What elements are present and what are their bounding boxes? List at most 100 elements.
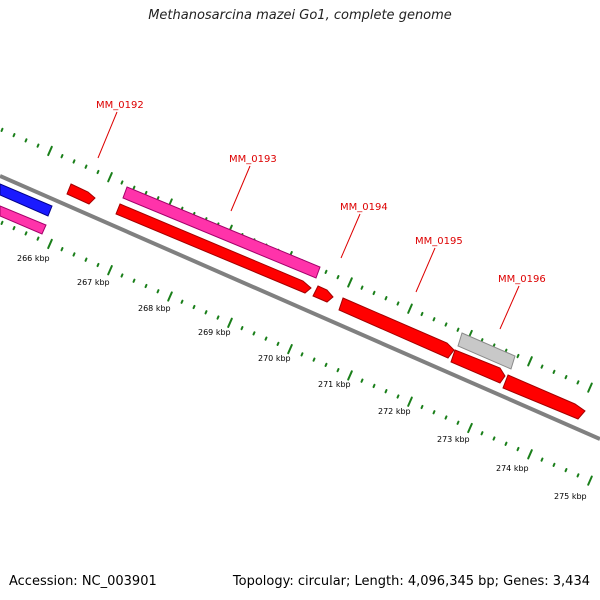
- minor-tick: [360, 285, 364, 290]
- minor-tick: [60, 154, 64, 159]
- minor-tick: [420, 311, 424, 317]
- gene-feature-mm0193[interactable]: [122, 186, 321, 279]
- minor-tick: [576, 380, 580, 385]
- genome-title: Methanosarcina mazei Go1, complete genom…: [148, 8, 452, 23]
- gene-label-mm0194: MM_0194: [340, 202, 388, 213]
- minor-tick: [204, 310, 208, 315]
- gene-feature-magenta-left[interactable]: [0, 205, 47, 235]
- kbp-label-269: 269 kbp: [198, 328, 231, 337]
- minor-tick: [396, 301, 400, 306]
- minor-tick: [252, 331, 256, 336]
- major-tick: [347, 277, 353, 288]
- minor-tick: [516, 353, 520, 359]
- minor-tick: [132, 185, 136, 190]
- major-tick: [587, 475, 593, 486]
- major-tick: [227, 317, 233, 328]
- minor-tick: [552, 462, 556, 467]
- lower-tick-row: [0, 220, 593, 486]
- minor-tick: [384, 296, 388, 301]
- minor-tick: [240, 325, 244, 331]
- minor-tick: [60, 247, 64, 252]
- kbp-label-274: 274 kbp: [496, 464, 529, 473]
- genome-backbone: [0, 174, 600, 441]
- minor-tick: [144, 283, 148, 289]
- gene-feature-red-long[interactable]: [115, 203, 312, 294]
- kbp-label-267: 267 kbp: [77, 278, 110, 287]
- kbp-label-271: 271 kbp: [318, 380, 351, 389]
- kbp-label-272: 272 kbp: [378, 407, 411, 416]
- minor-tick: [540, 364, 544, 369]
- genome-summary-text: Topology: circular; Length: 4,096,345 bp…: [232, 574, 590, 589]
- minor-tick: [324, 362, 328, 367]
- major-tick: [167, 291, 173, 302]
- gene-feature-mm0194[interactable]: [312, 285, 334, 303]
- major-tick: [587, 382, 593, 393]
- minor-tick: [564, 375, 568, 380]
- major-tick: [47, 238, 53, 250]
- label-leaders: [97, 111, 520, 330]
- minor-tick: [336, 368, 340, 373]
- minor-tick: [324, 269, 328, 274]
- minor-tick: [516, 446, 520, 452]
- minor-tick: [312, 357, 316, 362]
- gene-feature-red-b[interactable]: [450, 349, 506, 384]
- minor-tick: [444, 322, 448, 327]
- minor-tick: [420, 404, 424, 410]
- major-tick: [407, 396, 413, 407]
- minor-tick: [12, 226, 16, 231]
- gene-feature-mm0192[interactable]: [66, 183, 96, 205]
- kbp-label-268: 268 kbp: [138, 304, 171, 313]
- minor-tick: [480, 431, 484, 436]
- minor-tick: [156, 196, 160, 201]
- minor-tick: [24, 231, 28, 236]
- minor-tick: [0, 220, 4, 225]
- minor-tick: [264, 336, 268, 341]
- minor-tick: [12, 133, 16, 138]
- minor-tick: [372, 383, 376, 389]
- minor-tick: [456, 327, 460, 332]
- minor-tick: [444, 415, 448, 420]
- minor-tick: [180, 299, 184, 304]
- minor-tick: [96, 169, 100, 175]
- gene-feature-mm0196[interactable]: [457, 332, 516, 370]
- minor-tick: [360, 378, 364, 383]
- minor-tick: [576, 473, 580, 478]
- gene-feature-mm0195[interactable]: [338, 297, 455, 359]
- leader-mm0194: [340, 213, 361, 259]
- minor-tick: [84, 164, 88, 169]
- minor-tick: [24, 138, 28, 143]
- minor-tick: [564, 468, 568, 473]
- minor-tick: [276, 341, 280, 346]
- minor-tick: [432, 410, 436, 415]
- gene-feature-red-c[interactable]: [502, 374, 586, 420]
- minor-tick: [300, 352, 304, 357]
- major-tick: [527, 449, 533, 460]
- gene-label-mm0193: MM_0193: [229, 154, 277, 165]
- minor-tick: [540, 457, 544, 462]
- minor-tick: [384, 389, 388, 394]
- minor-tick: [132, 278, 136, 283]
- minor-tick: [72, 252, 76, 257]
- kbp-label-275: 275 kbp: [554, 492, 587, 501]
- minor-tick: [36, 143, 40, 148]
- gene-feature-blue[interactable]: [0, 183, 53, 217]
- leader-mm0196: [499, 285, 520, 330]
- upper-tick-row: [0, 127, 593, 393]
- minor-tick: [84, 257, 88, 262]
- minor-tick: [120, 273, 124, 278]
- minor-tick: [492, 436, 496, 441]
- minor-tick: [36, 236, 40, 241]
- major-tick: [527, 356, 533, 367]
- leader-mm0195: [415, 247, 436, 293]
- minor-tick: [96, 262, 100, 268]
- kbp-label-266: 266 kbp: [17, 254, 50, 263]
- kbp-label-270: 270 kbp: [258, 354, 291, 363]
- major-tick: [287, 344, 293, 355]
- minor-tick: [336, 275, 340, 280]
- major-tick: [107, 265, 113, 276]
- minor-tick: [372, 290, 376, 296]
- minor-tick: [0, 127, 4, 132]
- major-tick: [347, 370, 353, 381]
- minor-tick: [216, 315, 220, 320]
